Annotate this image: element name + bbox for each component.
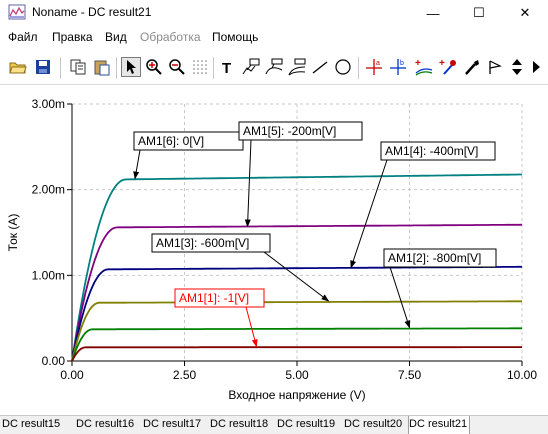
annotation-icon <box>242 58 260 76</box>
maximize-button[interactable]: ☐ <box>456 0 502 26</box>
text-icon: T <box>220 59 236 75</box>
svg-text:T: T <box>222 60 231 75</box>
line-button[interactable] <box>310 57 330 77</box>
curve-label-2-button[interactable] <box>287 57 307 77</box>
save-button[interactable] <box>33 57 53 77</box>
probe-icon <box>463 58 481 76</box>
copy-button[interactable] <box>68 57 88 77</box>
ellipse-icon <box>334 58 352 76</box>
tab-dc-result15[interactable]: DC result15 <box>2 418 60 430</box>
pointer-button[interactable] <box>121 57 141 77</box>
ellipse-button[interactable] <box>333 57 353 77</box>
svg-text:+: + <box>439 58 445 69</box>
curve-label-icon <box>265 58 283 76</box>
y-tick-label: 0.00 <box>42 354 66 368</box>
y-axis-label: Ток (A) <box>6 214 20 252</box>
y-tick-label: 1.00m <box>32 268 65 282</box>
y-tick-label: 3.00m <box>32 97 65 111</box>
pointer-icon <box>124 59 138 75</box>
menu-bar: Файл Правка Вид Обработка Помощь <box>0 26 548 48</box>
up-down-button[interactable] <box>509 57 525 77</box>
arrow-right-button[interactable] <box>528 57 544 77</box>
close-icon: ✕ <box>520 5 531 21</box>
menu-help[interactable]: Помощь <box>212 30 258 44</box>
svg-text:a: a <box>376 60 380 67</box>
curve-label-button[interactable] <box>264 57 284 77</box>
annotation-arrow <box>390 267 410 328</box>
save-icon <box>35 59 51 75</box>
paste-icon <box>93 58 111 76</box>
up-down-icon <box>510 57 524 77</box>
open-icon <box>9 59 27 75</box>
line-icon <box>311 58 329 76</box>
cursor-b-button[interactable]: b <box>388 57 408 77</box>
tab-bar: DC result15 DC result16 DC result17 DC r… <box>0 415 548 434</box>
menu-edit[interactable]: Правка <box>52 30 93 44</box>
cursor-a-icon: a <box>365 58 383 76</box>
add-cursor-icon: + <box>414 58 434 76</box>
x-tick-label: 5.00 <box>285 368 309 382</box>
paste-button[interactable] <box>92 57 112 77</box>
grid-icon <box>191 58 209 76</box>
x-tick-label: 0.00 <box>60 368 84 382</box>
flag-button[interactable] <box>485 57 505 77</box>
probe-button[interactable] <box>462 57 482 77</box>
tab-dc-result18[interactable]: DC result18 <box>210 418 268 430</box>
dc-result-chart[interactable]: 0.00 2.50 5.00 7.50 10.00 0.00 1.00m 2.00m 3.00m… <box>0 85 548 415</box>
tab-dc-result20[interactable]: DC result20 <box>344 418 402 430</box>
annotation-arrow <box>264 252 329 301</box>
zoom-out-button[interactable] <box>167 57 187 77</box>
add-cursor-button[interactable]: + <box>414 57 434 77</box>
annotation-label: AM1[2]: -800m[V] <box>388 251 481 265</box>
svg-text:+: + <box>415 58 421 69</box>
annotation-arrow <box>246 307 257 346</box>
annotation-button[interactable] <box>241 57 261 77</box>
grid-button[interactable] <box>190 57 210 77</box>
window-title: Noname - DC result21 <box>32 5 151 19</box>
annotation-label: AM1[3]: -600m[V] <box>156 236 249 250</box>
cursor-a-button[interactable]: a <box>364 57 384 77</box>
x-tick-label: 10.00 <box>507 368 537 382</box>
tab-dc-result17[interactable]: DC result17 <box>143 418 201 430</box>
open-button[interactable] <box>8 57 28 77</box>
annotation-label: AM1[6]: 0[V] <box>138 134 204 148</box>
chart-area: 0.00 2.50 5.00 7.50 10.00 0.00 1.00m 2.00m 3.00m… <box>0 85 548 415</box>
svg-text:b: b <box>400 60 404 67</box>
annotation-label: AM1[1]: -1[V] <box>179 291 249 305</box>
add-marker-icon: + <box>438 58 458 76</box>
app-icon <box>8 4 26 20</box>
maximize-icon: ☐ <box>473 5 485 21</box>
flag-icon <box>486 58 504 76</box>
tab-dc-result16[interactable]: DC result16 <box>76 418 134 430</box>
cursor-b-icon: b <box>389 58 407 76</box>
y-tick-label: 2.00m <box>32 183 65 197</box>
minimize-icon: — <box>427 6 440 21</box>
menu-file[interactable]: Файл <box>8 30 38 44</box>
text-button[interactable]: T <box>218 57 238 77</box>
x-tick-label: 7.50 <box>398 368 422 382</box>
tab-dc-result19[interactable]: DC result19 <box>277 418 335 430</box>
annotation-arrow <box>135 150 140 179</box>
tab-dc-result21[interactable]: DC result21 <box>408 416 470 434</box>
zoom-in-button[interactable] <box>144 57 164 77</box>
menu-view[interactable]: Вид <box>105 30 127 44</box>
x-tick-label: 2.50 <box>173 368 197 382</box>
x-axis-label: Входное напряжение (V) <box>228 388 365 402</box>
toolbar: T a b + + <box>0 48 548 85</box>
zoom-out-icon <box>168 58 186 76</box>
title-bar: Noname - DC result21 — ☐ ✕ <box>0 0 548 26</box>
minimize-button[interactable]: — <box>410 0 456 26</box>
menu-process[interactable]: Обработка <box>140 30 201 44</box>
add-marker-button[interactable]: + <box>438 57 458 77</box>
annotation-label: AM1[4]: -400m[V] <box>385 144 478 158</box>
annotation-arrow <box>248 140 252 227</box>
arrow-right-icon <box>530 59 542 75</box>
close-button[interactable]: ✕ <box>502 0 548 26</box>
copy-icon <box>69 58 87 76</box>
curve-label-2-icon <box>288 58 306 76</box>
zoom-in-icon <box>145 58 163 76</box>
annotation-label: AM1[5]: -200m[V] <box>243 124 336 138</box>
